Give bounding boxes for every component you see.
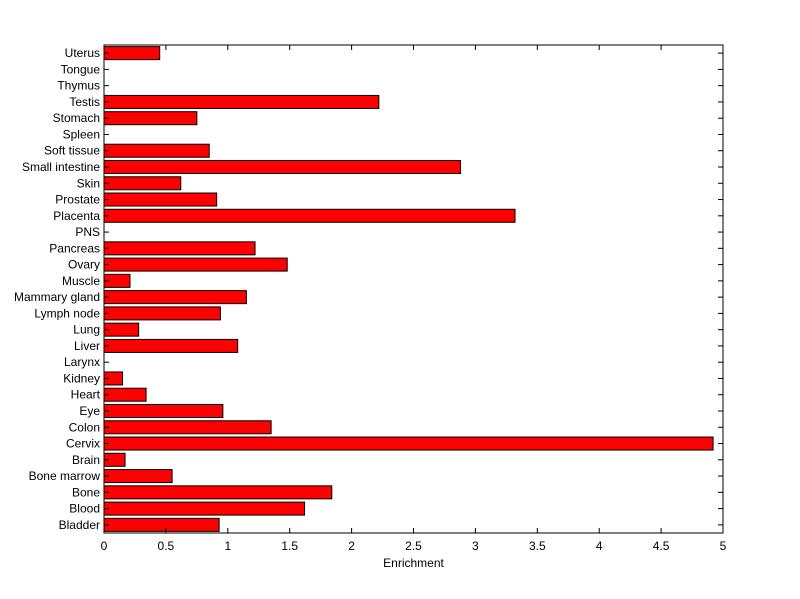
y-tick-label: Larynx <box>64 355 100 369</box>
bar-bone <box>103 485 333 500</box>
bar-stomach <box>103 111 198 126</box>
y-tick-label: Soft tissue <box>44 144 100 158</box>
x-tick-label: 1 <box>224 539 231 553</box>
bar-cervix <box>103 436 714 451</box>
y-tick-label: Liver <box>74 339 100 353</box>
y-tick-label: Colon <box>69 420 100 434</box>
x-tick-label: 1.5 <box>281 539 298 553</box>
ticks-group <box>103 45 724 533</box>
y-tick-label: Skin <box>77 176 100 190</box>
y-tick-label: Kidney <box>63 371 100 385</box>
y-tick-label: Muscle <box>62 274 100 288</box>
y-tick-label: Tongue <box>61 62 101 76</box>
bar-colon <box>103 420 272 435</box>
y-tick-label: Brain <box>72 453 100 467</box>
bar-lymph-node <box>103 306 221 321</box>
y-tick-label: Ovary <box>68 258 100 272</box>
x-tick-label: 3.5 <box>529 539 546 553</box>
y-tick-label: Uterus <box>65 46 100 60</box>
y-tick-label: Bone <box>72 485 100 499</box>
bar-heart <box>103 387 147 402</box>
y-tick-label: Heart <box>71 388 101 402</box>
y-tick-labels: Bladder Blood Bone Bone marrow Brain Cervix Co… <box>14 46 101 532</box>
bar-mammary-gland <box>103 290 247 305</box>
y-tick-label: Spleen <box>63 127 100 141</box>
x-tick-labels: 0 0.5 1 1.5 2 2.5 3 3.5 4 4.5 5 <box>101 539 727 553</box>
x-tick-label: 0.5 <box>158 539 175 553</box>
x-tick-label: 0 <box>101 539 108 553</box>
y-tick-label: Placenta <box>53 209 100 223</box>
bar-placenta <box>103 208 516 223</box>
x-axis-label: Enrichment <box>383 556 444 570</box>
y-tick-label: Blood <box>69 502 100 516</box>
bar-pancreas <box>103 241 256 256</box>
y-tick-label: Eye <box>79 404 100 418</box>
bar-lung <box>103 322 140 337</box>
y-tick-label: Stomach <box>53 111 100 125</box>
x-tick-label: 2.5 <box>405 539 422 553</box>
y-tick-label: Pancreas <box>49 241 100 255</box>
bar-prostate <box>103 192 218 207</box>
y-tick-label: Lymph node <box>34 306 100 320</box>
y-tick-label: Prostate <box>55 193 100 207</box>
y-tick-label: Bone marrow <box>29 469 101 483</box>
bar-eye <box>103 403 224 418</box>
x-tick-label: 5 <box>720 539 727 553</box>
y-tick-label: Thymus <box>57 79 100 93</box>
y-tick-label: PNS <box>75 225 100 239</box>
bar-liver <box>103 338 239 353</box>
bar-skin <box>103 176 182 191</box>
y-tick-label: Cervix <box>66 437 100 451</box>
bar-testis <box>103 94 380 109</box>
y-tick-label: Bladder <box>59 518 100 532</box>
bar-blood <box>103 501 306 516</box>
y-tick-label: Small intestine <box>22 160 100 174</box>
bars-group <box>103 46 714 532</box>
bar-small-intestine <box>103 159 462 175</box>
bar-bone-marrow <box>103 469 173 484</box>
y-tick-label: Mammary gland <box>14 290 100 304</box>
x-tick-label: 3 <box>472 539 479 553</box>
y-tick-label: Lung <box>73 323 100 337</box>
x-tick-label: 2 <box>348 539 355 553</box>
bar-bladder <box>103 517 220 532</box>
bar-soft-tissue <box>103 143 210 158</box>
y-tick-label: Testis <box>69 95 100 109</box>
x-tick-label: 4.5 <box>653 539 670 553</box>
bar-ovary <box>103 257 288 272</box>
x-tick-label: 4 <box>596 539 603 553</box>
bar-uterus <box>103 46 161 61</box>
